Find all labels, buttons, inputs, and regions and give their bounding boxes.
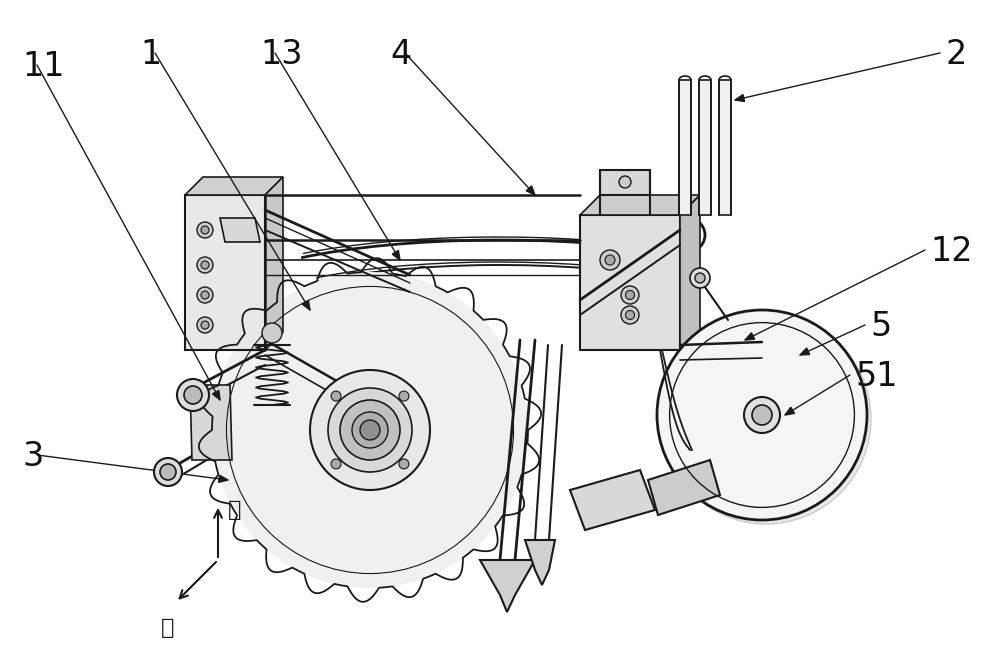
Text: 5: 5 — [870, 310, 891, 343]
Polygon shape — [800, 348, 810, 355]
Circle shape — [399, 391, 409, 401]
Text: 12: 12 — [930, 235, 973, 268]
Circle shape — [600, 250, 620, 270]
Circle shape — [197, 222, 213, 238]
Text: 3: 3 — [22, 440, 43, 473]
Text: 上: 上 — [228, 500, 241, 520]
Text: 4: 4 — [390, 38, 411, 71]
Text: 51: 51 — [855, 360, 898, 393]
Circle shape — [744, 397, 780, 433]
Polygon shape — [699, 80, 711, 215]
Circle shape — [197, 317, 213, 333]
Circle shape — [201, 321, 209, 329]
Text: 13: 13 — [260, 38, 302, 71]
Polygon shape — [302, 300, 310, 310]
Circle shape — [160, 464, 176, 480]
Polygon shape — [745, 333, 755, 340]
Circle shape — [657, 310, 867, 520]
Polygon shape — [525, 540, 555, 585]
Circle shape — [661, 314, 871, 524]
Polygon shape — [185, 195, 265, 350]
Polygon shape — [213, 390, 220, 400]
Polygon shape — [680, 195, 700, 350]
Circle shape — [752, 405, 772, 425]
Polygon shape — [220, 218, 260, 242]
Text: 前: 前 — [161, 618, 175, 638]
Polygon shape — [265, 177, 283, 350]
Polygon shape — [185, 177, 283, 195]
Circle shape — [399, 459, 409, 469]
Circle shape — [621, 286, 639, 304]
Circle shape — [197, 257, 213, 273]
Circle shape — [201, 261, 209, 269]
Text: 2: 2 — [945, 38, 966, 71]
Polygon shape — [679, 80, 691, 215]
Circle shape — [201, 291, 209, 299]
Circle shape — [621, 306, 639, 324]
Circle shape — [340, 400, 400, 460]
Circle shape — [626, 290, 635, 300]
Circle shape — [331, 391, 341, 401]
Circle shape — [154, 458, 182, 486]
Circle shape — [197, 287, 213, 303]
Polygon shape — [480, 560, 535, 612]
Polygon shape — [219, 475, 228, 482]
Circle shape — [328, 388, 412, 472]
Polygon shape — [600, 170, 650, 195]
Polygon shape — [580, 195, 700, 215]
Circle shape — [262, 323, 282, 343]
Polygon shape — [580, 215, 680, 350]
Circle shape — [626, 310, 635, 319]
Polygon shape — [392, 251, 400, 260]
Circle shape — [310, 370, 430, 490]
Polygon shape — [570, 470, 655, 530]
Text: 11: 11 — [22, 50, 64, 83]
Circle shape — [177, 379, 209, 411]
Circle shape — [690, 268, 710, 288]
Circle shape — [331, 459, 341, 469]
Circle shape — [619, 176, 631, 188]
Circle shape — [212, 272, 528, 588]
Polygon shape — [785, 407, 795, 415]
Circle shape — [695, 273, 705, 283]
Polygon shape — [735, 95, 745, 101]
Polygon shape — [648, 460, 720, 515]
Circle shape — [605, 255, 615, 265]
Polygon shape — [526, 186, 535, 195]
Circle shape — [360, 420, 380, 440]
Circle shape — [352, 412, 388, 448]
Circle shape — [201, 226, 209, 234]
Circle shape — [184, 386, 202, 404]
Polygon shape — [719, 80, 731, 215]
Text: 1: 1 — [140, 38, 161, 71]
Polygon shape — [190, 385, 232, 460]
